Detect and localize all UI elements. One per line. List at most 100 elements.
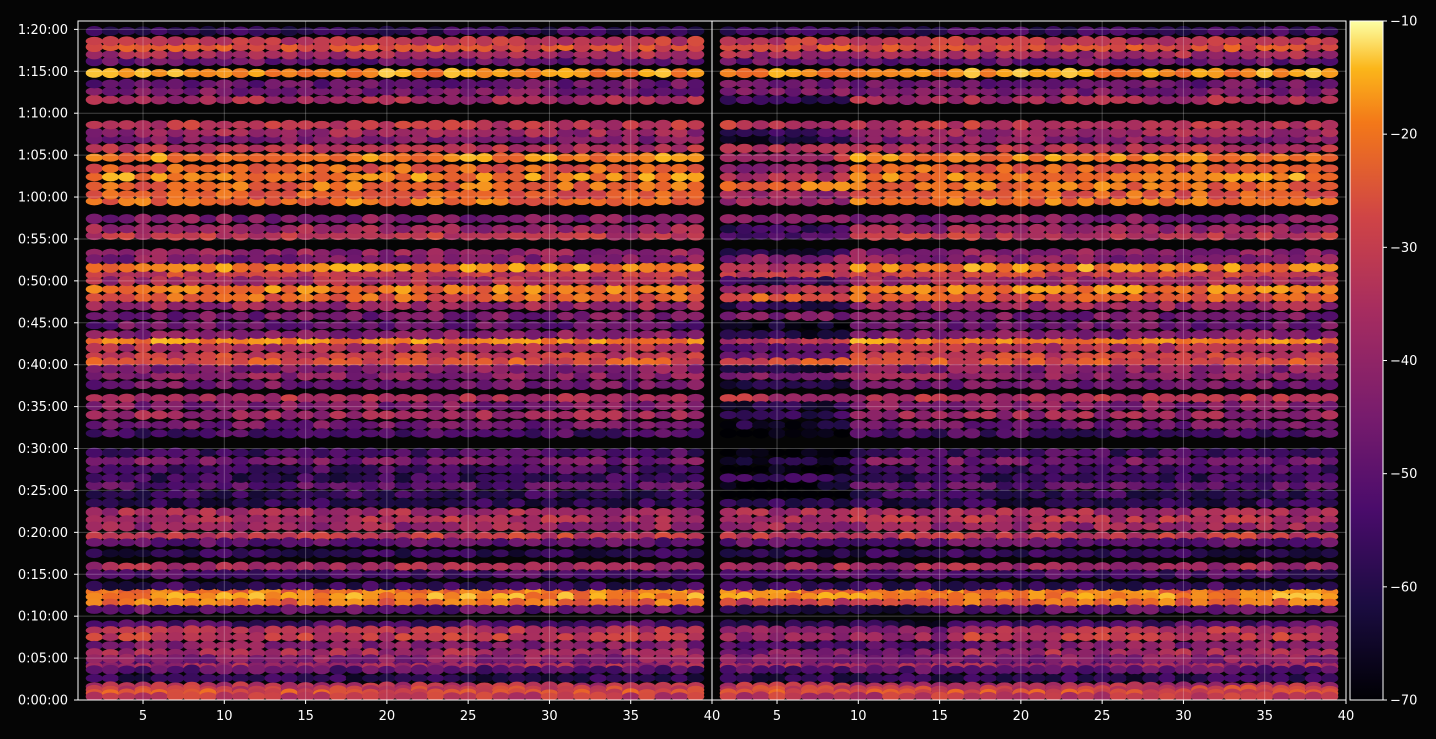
heatmap-cell [589, 394, 607, 403]
heatmap-cell [1158, 632, 1176, 643]
heatmap-cell [232, 214, 250, 223]
heatmap-cell [183, 119, 201, 130]
heatmap-cell [947, 371, 965, 381]
heatmap-cell [638, 489, 656, 500]
heatmap-cell [670, 548, 689, 559]
heatmap-cell [1028, 420, 1046, 430]
heatmap-cell [118, 447, 136, 458]
heatmap-cell [1256, 581, 1274, 591]
heatmap-cell [670, 263, 689, 272]
heatmap-cell [1158, 522, 1176, 531]
heatmap-cell [215, 231, 233, 240]
heatmap-cell [248, 311, 266, 322]
heatmap-cell [378, 223, 396, 235]
heatmap-cell [898, 490, 916, 499]
heatmap-cell [280, 68, 298, 78]
heatmap-cell [557, 284, 575, 295]
heatmap-cell [345, 665, 363, 674]
heatmap-cell [232, 420, 250, 430]
heatmap-cell [394, 342, 412, 353]
heatmap-cell [232, 68, 250, 78]
left-panel-heatmap [85, 25, 705, 700]
heatmap-cell [800, 357, 819, 367]
heatmap-cell [378, 152, 396, 163]
heatmap-cell [540, 276, 559, 286]
heatmap-cell [1321, 311, 1339, 321]
heatmap-cell [719, 548, 737, 558]
heatmap-cell [670, 569, 689, 580]
heatmap-cell [166, 163, 185, 174]
heatmap-cell [947, 420, 965, 430]
heatmap-cell [1304, 447, 1323, 458]
heatmap-cell [882, 358, 900, 367]
heatmap-cell [329, 514, 347, 525]
heatmap-cell [215, 605, 233, 614]
heatmap-cell [1191, 605, 1209, 614]
heatmap-cell [1093, 358, 1111, 367]
heatmap-cell [329, 465, 347, 474]
heatmap-cell [427, 393, 445, 404]
heatmap-cell [394, 144, 412, 153]
heatmap-cell [378, 448, 396, 457]
heatmap-cell [459, 548, 477, 559]
heatmap-cell [329, 86, 347, 97]
heatmap-cell [134, 153, 152, 162]
heatmap-cell [1142, 311, 1160, 321]
heatmap-cell [264, 135, 282, 144]
heatmap-cell [1223, 301, 1241, 311]
heatmap-cell [232, 498, 250, 508]
heatmap-cell [1012, 352, 1030, 361]
heatmap-cell [313, 262, 331, 273]
heatmap-cell [670, 580, 689, 592]
heatmap-cell [524, 181, 542, 191]
heatmap-cell [1044, 561, 1062, 572]
heatmap-cell [638, 254, 656, 264]
heatmap-cell [118, 515, 136, 525]
heatmap-cell [150, 311, 168, 321]
heatmap-cell [849, 653, 867, 664]
heatmap-cell [1191, 570, 1209, 579]
heatmap-cell [540, 343, 559, 352]
heatmap-cell [963, 358, 981, 367]
heatmap-cell [605, 665, 624, 675]
heatmap-cell [800, 490, 819, 499]
heatmap-cell [134, 420, 152, 430]
heatmap-cell [524, 153, 542, 162]
heatmap-cell [183, 214, 201, 224]
heatmap-cell [280, 181, 298, 191]
heatmap-cell [345, 214, 363, 224]
heatmap-cell [1061, 605, 1079, 614]
heatmap-cell [979, 410, 998, 420]
heatmap-cell [1012, 465, 1030, 474]
heatmap-cell [979, 320, 998, 331]
heatmap-cell [1061, 633, 1079, 642]
heatmap-cell [1061, 665, 1079, 675]
heatmap-cell [1304, 480, 1323, 491]
heatmap-cell [345, 153, 363, 163]
heatmap-cell [638, 480, 656, 491]
heatmap-cell [1061, 329, 1079, 340]
heatmap-cell [833, 456, 851, 466]
heatmap-cell [996, 691, 1014, 700]
heatmap-cell [622, 357, 640, 368]
heatmap-cell [394, 95, 412, 104]
heatmap-cell [183, 49, 201, 60]
heatmap-cell [914, 336, 932, 346]
heatmap-cell [248, 664, 266, 675]
heatmap-cell [540, 311, 559, 321]
heatmap-cell [1126, 654, 1144, 664]
heatmap-cell [329, 538, 347, 547]
heatmap-cell [1028, 515, 1046, 524]
heatmap-cell [1093, 400, 1111, 411]
heatmap-cell [329, 336, 347, 347]
heatmap-cell [784, 665, 802, 675]
heatmap-cell [475, 292, 493, 303]
heatmap-cell [996, 632, 1014, 642]
heatmap-cell [573, 57, 591, 66]
heatmap-cell [280, 522, 298, 531]
heatmap-cell [85, 262, 103, 273]
heatmap-cell [427, 231, 445, 241]
heatmap-cell [248, 514, 266, 525]
heatmap-cell [1207, 498, 1225, 508]
heatmap-cell [492, 420, 510, 430]
